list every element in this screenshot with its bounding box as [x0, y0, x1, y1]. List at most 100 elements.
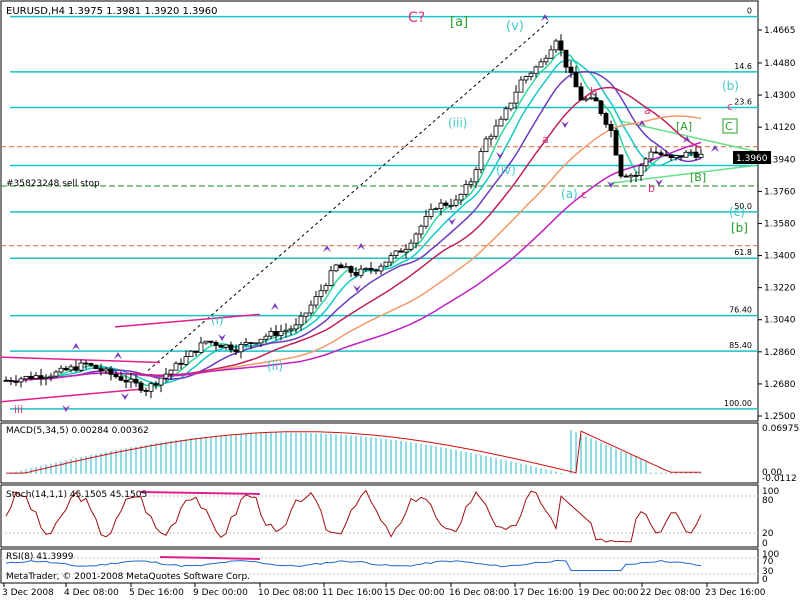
candle-body — [548, 49, 554, 59]
candle-body — [213, 341, 219, 346]
time-axis: 3 Dec 2008 4 Dec 08:00 5 Dec 16:00 9 Dec 00… — [2, 583, 766, 598]
candle-body — [408, 242, 414, 250]
candle-body — [13, 381, 19, 383]
pink-upper-line — [114, 313, 261, 328]
time-tick-label: 11 Dec 16:00 — [322, 588, 383, 598]
wave-label: c — [727, 100, 733, 113]
time-tick-label: 22 Dec 08:00 — [640, 588, 701, 598]
time-tick-label: 9 Dec 00:00 — [193, 588, 248, 598]
fib-level-label: 50.0 — [734, 202, 752, 211]
candle-body — [368, 267, 374, 271]
candle-body — [28, 375, 34, 380]
wave-label: (a) — [561, 187, 578, 201]
time-tick-label: 4 Dec 08:00 — [64, 588, 119, 598]
candle-body — [243, 342, 249, 345]
candle-body — [578, 86, 584, 101]
candle-body — [398, 250, 404, 253]
fractal-arrow-icon — [683, 136, 691, 143]
candle-body — [448, 204, 454, 207]
price-tick-label: 1.3400 — [764, 252, 796, 262]
price-tick-label: 1.3580 — [764, 219, 796, 229]
candle-body — [388, 255, 394, 263]
candle-body — [348, 266, 354, 273]
candle-body — [518, 79, 524, 93]
time-tick-label: 16 Dec 08:00 — [449, 588, 510, 598]
stoch-pink-line — [139, 491, 261, 495]
candle-body — [693, 151, 699, 158]
ma-fast-line — [5, 51, 702, 388]
candle-body — [358, 268, 364, 276]
wave-label: [A] — [676, 120, 692, 133]
candle-body — [643, 158, 649, 167]
wave-labels: C? [a] (v)(b)ba c[A] C(iii)a(iv)(a) c b[B](c)[… — [14, 10, 748, 416]
candle-body — [228, 344, 234, 351]
candle-body — [608, 123, 614, 131]
price-tick-label: 1.3220 — [764, 284, 796, 294]
price-tick-label: 1.4300 — [764, 91, 796, 101]
price-tick-label: 1.4120 — [764, 123, 796, 133]
wave-label: [b] — [731, 221, 748, 235]
main-chart-panel[interactable] — [0, 0, 759, 422]
candle-body — [248, 342, 254, 344]
wave-label: a — [542, 133, 549, 146]
candle-body — [598, 100, 604, 114]
ma-pink-line — [5, 141, 702, 383]
candle-body — [18, 378, 24, 383]
wave-label: (ii) — [267, 359, 283, 373]
candle-body — [403, 248, 409, 253]
candle-body — [503, 108, 509, 120]
candle-body — [298, 315, 304, 326]
time-tick-label: 19 Dec 00:00 — [578, 588, 639, 598]
candle-body — [603, 113, 609, 125]
candle-body — [278, 330, 284, 336]
macd-tick-top: 0.06975 — [762, 424, 799, 434]
fractal-arrow-icon — [711, 145, 719, 152]
candle-body — [108, 368, 114, 375]
candle-body — [283, 329, 289, 332]
candle-body — [458, 193, 464, 201]
moving-averages — [5, 51, 702, 388]
candle-body — [233, 349, 239, 353]
candle-body — [98, 368, 104, 372]
candle-body — [188, 350, 194, 358]
candle-body — [163, 373, 169, 379]
candle-body — [208, 340, 214, 343]
candle-body — [648, 151, 654, 160]
fractal-arrow-icon — [114, 352, 122, 359]
macd-panel[interactable] — [0, 422, 759, 484]
candle-body — [73, 366, 79, 371]
order-label: #35823248 sell stop — [6, 179, 100, 189]
candle-body — [468, 181, 474, 185]
stoch-tick-20: 20 — [762, 529, 774, 539]
fib-level-label: 76.40 — [729, 306, 752, 315]
time-tick-label: 15 Dec 00:00 — [384, 588, 445, 598]
candle-body — [78, 362, 84, 371]
candle-body — [43, 376, 49, 379]
fractal-arrow-icon — [62, 405, 70, 412]
fib-level-label: 23.6 — [734, 98, 752, 107]
candle-body — [663, 154, 669, 157]
candle-body — [103, 368, 109, 372]
price-tick-label: 1.2680 — [764, 380, 796, 390]
candle-body — [678, 155, 684, 158]
candle-body — [158, 377, 164, 386]
candle-body — [673, 155, 679, 159]
rsi-tick-100: 100 — [762, 550, 779, 560]
rsi-pink-line — [159, 556, 261, 560]
stoch-line — [5, 489, 702, 543]
candle-body — [253, 342, 259, 345]
candle-body — [633, 174, 639, 177]
fractal-arrow-icon — [218, 334, 226, 341]
candle-body — [143, 390, 149, 392]
wave-label: [B] — [690, 171, 706, 184]
price-tick-label: 1.3040 — [764, 316, 796, 326]
rsi-label: RSI(8) 41.3999 — [6, 552, 74, 562]
candle-body — [48, 375, 54, 378]
rsi-panel[interactable] — [0, 548, 759, 584]
candle-body — [58, 367, 64, 373]
macd-histogram — [10, 430, 702, 474]
wave-label: C — [725, 120, 733, 133]
candle-body — [623, 175, 629, 178]
